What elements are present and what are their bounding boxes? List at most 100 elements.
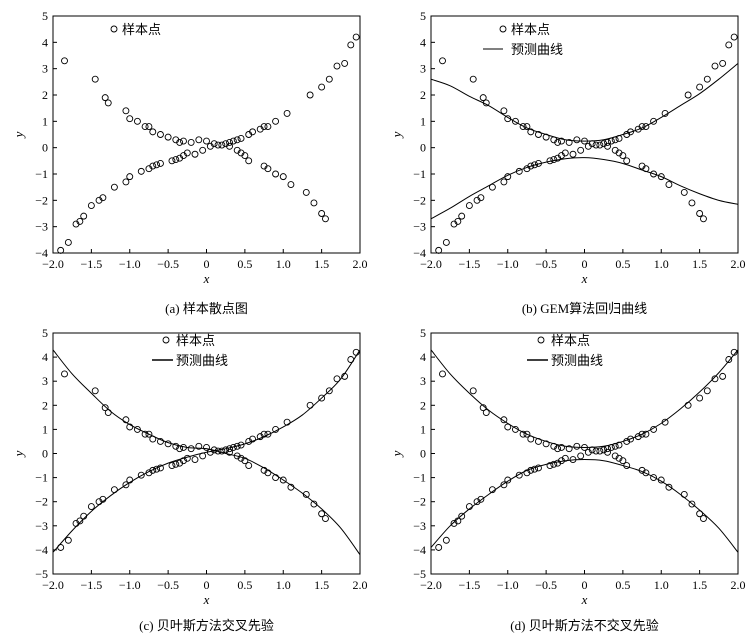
- data-point: [577, 146, 585, 154]
- data-point: [310, 500, 318, 508]
- y-tick-label: 1: [420, 114, 426, 128]
- x-tick-label: −1.0: [119, 257, 141, 271]
- y-tick-label: −1: [35, 167, 48, 181]
- plot-frame: [430, 15, 739, 254]
- data-point: [730, 33, 738, 41]
- x-tick-label: 2.0: [731, 257, 746, 271]
- chart-panel-3: −2.0 −1.5 −1.0 −0.5 0 0.5 1.0 1.5 2.0 −5 −4 −3 −2 −1 0…: [11, 326, 368, 633]
- data-point: [76, 217, 84, 225]
- y-tick-label: 1: [42, 422, 48, 436]
- x-tick-label: −2.0: [42, 257, 64, 271]
- x-tick-label: −1.5: [80, 257, 102, 271]
- chart-panel-4: −2.0 −1.5 −1.0 −0.5 0 0.5 1.0 1.5 2.0 −5 −4 −3 −2 −1 0…: [389, 326, 746, 633]
- data-point: [661, 418, 669, 426]
- data-point: [550, 460, 558, 468]
- data-point: [122, 178, 130, 186]
- x-tick-label: 1.5: [692, 578, 707, 592]
- data-point: [318, 210, 326, 217]
- data-point: [333, 62, 341, 70]
- data-point: [101, 94, 109, 102]
- x-tick-label: 0.5: [615, 578, 630, 592]
- data-point: [458, 512, 466, 520]
- panel-caption: (b) GEM算法回归曲线: [522, 301, 647, 316]
- data-point: [325, 75, 333, 83]
- data-point: [260, 466, 268, 474]
- legend-marker-circle: [499, 25, 507, 33]
- y-tick-label: 1: [420, 422, 426, 436]
- legend-label: 预测曲线: [176, 353, 228, 368]
- y-tick-label: 3: [42, 62, 48, 76]
- data-point: [126, 173, 134, 181]
- x-tick-label: 1.0: [276, 257, 291, 271]
- data-point: [249, 435, 257, 443]
- data-point: [535, 131, 542, 138]
- x-axis-label: x: [203, 271, 210, 286]
- data-point: [450, 519, 458, 527]
- x-tick-label: −0.5: [157, 578, 179, 592]
- data-point: [439, 57, 446, 65]
- data-point: [604, 142, 611, 150]
- legend-marker-circle: [537, 336, 545, 344]
- x-tick-label: −2.0: [420, 578, 442, 592]
- data-point: [531, 465, 539, 473]
- data-point: [87, 503, 95, 510]
- data-point: [226, 142, 233, 150]
- data-point: [302, 188, 310, 196]
- x-tick-label: −0.5: [535, 257, 557, 271]
- legend-marker-circle: [162, 336, 170, 344]
- y-tick-label: 2: [420, 88, 426, 102]
- y-axis-label: y: [389, 131, 404, 139]
- data-point: [279, 173, 287, 181]
- data-point: [233, 452, 241, 460]
- data-point: [226, 138, 233, 146]
- chart-panel-2: −2.0 −1.5 −1.0 −0.5 0 0.5 1.0 1.5 2.0 −4 −3 −2 −1 0 1 2…: [389, 9, 746, 316]
- data-point: [500, 481, 508, 489]
- data-point: [680, 188, 688, 196]
- x-tick-label: −1.0: [119, 578, 141, 592]
- plot-frame: [430, 332, 739, 575]
- data-point: [680, 491, 688, 498]
- data-point: [203, 137, 210, 145]
- prediction-curve-2: [52, 349, 361, 553]
- data-point: [149, 466, 157, 474]
- data-point: [700, 215, 707, 223]
- x-axis-label: x: [581, 271, 588, 286]
- data-point: [287, 181, 295, 188]
- data-point: [249, 128, 257, 136]
- data-point: [542, 440, 550, 448]
- legend-label: 样本点: [511, 22, 550, 37]
- y-tick-label: 0: [42, 141, 48, 155]
- data-point: [64, 239, 72, 246]
- data-point: [703, 75, 711, 83]
- series-sample-points: [435, 33, 738, 254]
- data-point: [172, 460, 180, 468]
- data-point: [133, 425, 141, 433]
- x-tick-label: 1.0: [654, 578, 669, 592]
- data-point: [176, 138, 184, 146]
- y-tick-label: −1: [413, 471, 426, 485]
- data-point: [126, 423, 134, 431]
- y-tick-label: 3: [42, 374, 48, 388]
- x-tick-label: 1.5: [314, 257, 329, 271]
- data-point: [187, 138, 195, 146]
- data-point: [306, 91, 314, 99]
- data-point: [558, 137, 565, 145]
- data-point: [696, 394, 704, 402]
- data-point: [650, 474, 658, 482]
- data-point: [341, 59, 349, 67]
- data-point: [596, 447, 604, 455]
- y-tick-label: −3: [35, 519, 48, 533]
- data-point: [164, 133, 172, 141]
- legend: 样本点: [110, 22, 161, 37]
- data-point: [473, 498, 481, 506]
- legend-label: 预测曲线: [511, 42, 563, 57]
- data-point: [149, 128, 157, 136]
- y-axis-label: y: [11, 131, 26, 139]
- data-point: [195, 442, 203, 450]
- data-point: [137, 167, 145, 175]
- data-point: [168, 462, 176, 469]
- chart-panel-1: −2.0 −1.5 −1.0 −0.5 0 0.5 1.0 1.5 2.0 −4 −3 −2 −1 0 1 2…: [11, 9, 368, 316]
- data-point: [180, 137, 187, 145]
